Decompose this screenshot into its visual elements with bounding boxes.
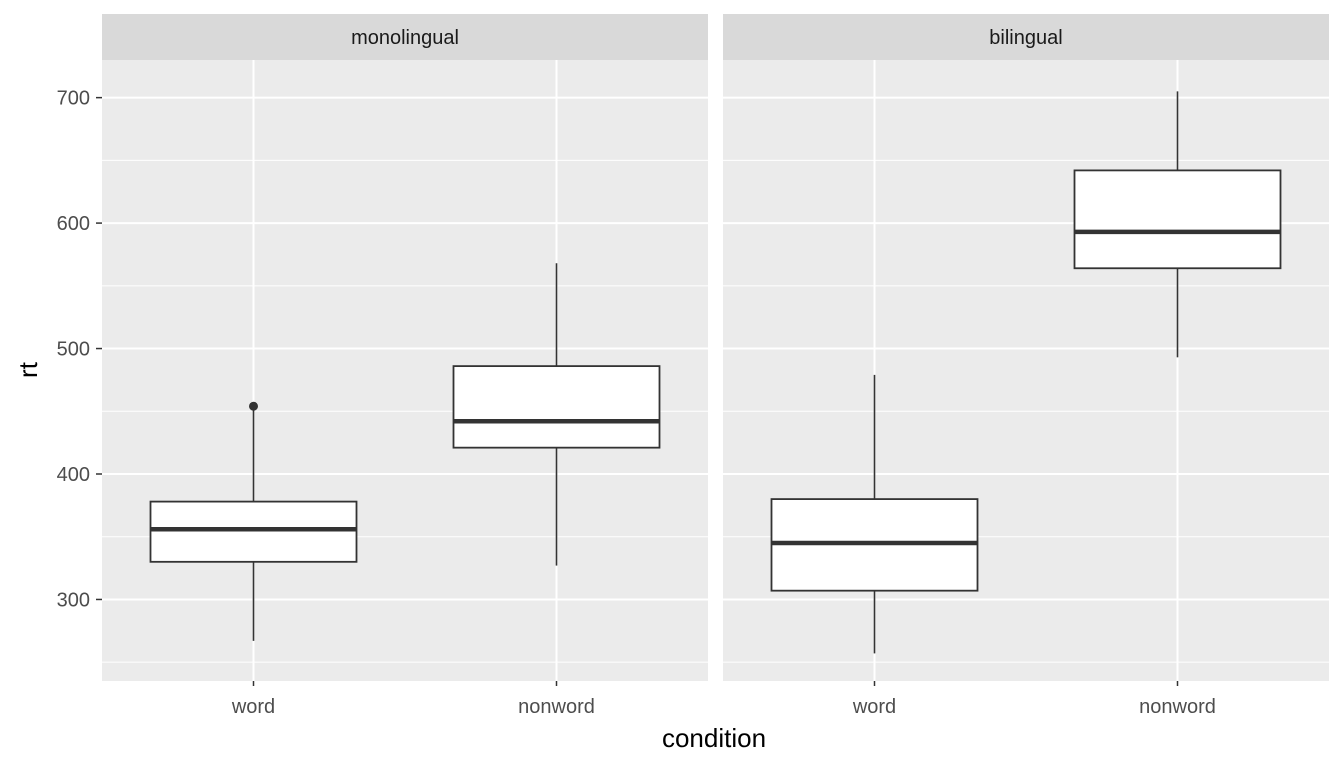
box-iqr — [149, 500, 358, 563]
y-axis-title: rt — [13, 361, 43, 378]
outlier-point — [249, 401, 258, 411]
facet-strip-label: bilingual — [989, 27, 1062, 49]
y-tick-label: 600 — [57, 213, 90, 235]
x-axis-title: condition — [662, 723, 766, 753]
y-tick-label: 700 — [57, 88, 90, 110]
facet-strip — [102, 14, 708, 60]
x-tick-label: word — [231, 696, 275, 718]
x-tick-label: word — [852, 696, 896, 718]
box-monolingual-nonword — [452, 263, 661, 566]
facet-monolingual: monolingual — [102, 14, 708, 681]
y-tick-label: 300 — [57, 589, 90, 611]
y-axis: 300 400 500 600 700 — [57, 88, 102, 611]
box-bilingual-word — [770, 374, 979, 654]
facet-bilingual: bilingual — [723, 14, 1329, 681]
x-axis: word nonword word nonword — [231, 681, 1216, 718]
facet-strip — [723, 14, 1329, 60]
y-tick-label: 400 — [57, 464, 90, 486]
y-tick-label: 500 — [57, 339, 90, 361]
box-monolingual-word — [149, 401, 358, 641]
facet-strip-label: monolingual — [351, 27, 459, 49]
box-iqr — [1073, 169, 1282, 270]
box-bilingual-nonword — [1073, 91, 1282, 358]
x-tick-label: nonword — [1139, 696, 1216, 718]
facet-panels: monolingual bilingual — [102, 14, 1329, 681]
box-iqr — [452, 365, 661, 449]
x-tick-label: nonword — [518, 696, 595, 718]
